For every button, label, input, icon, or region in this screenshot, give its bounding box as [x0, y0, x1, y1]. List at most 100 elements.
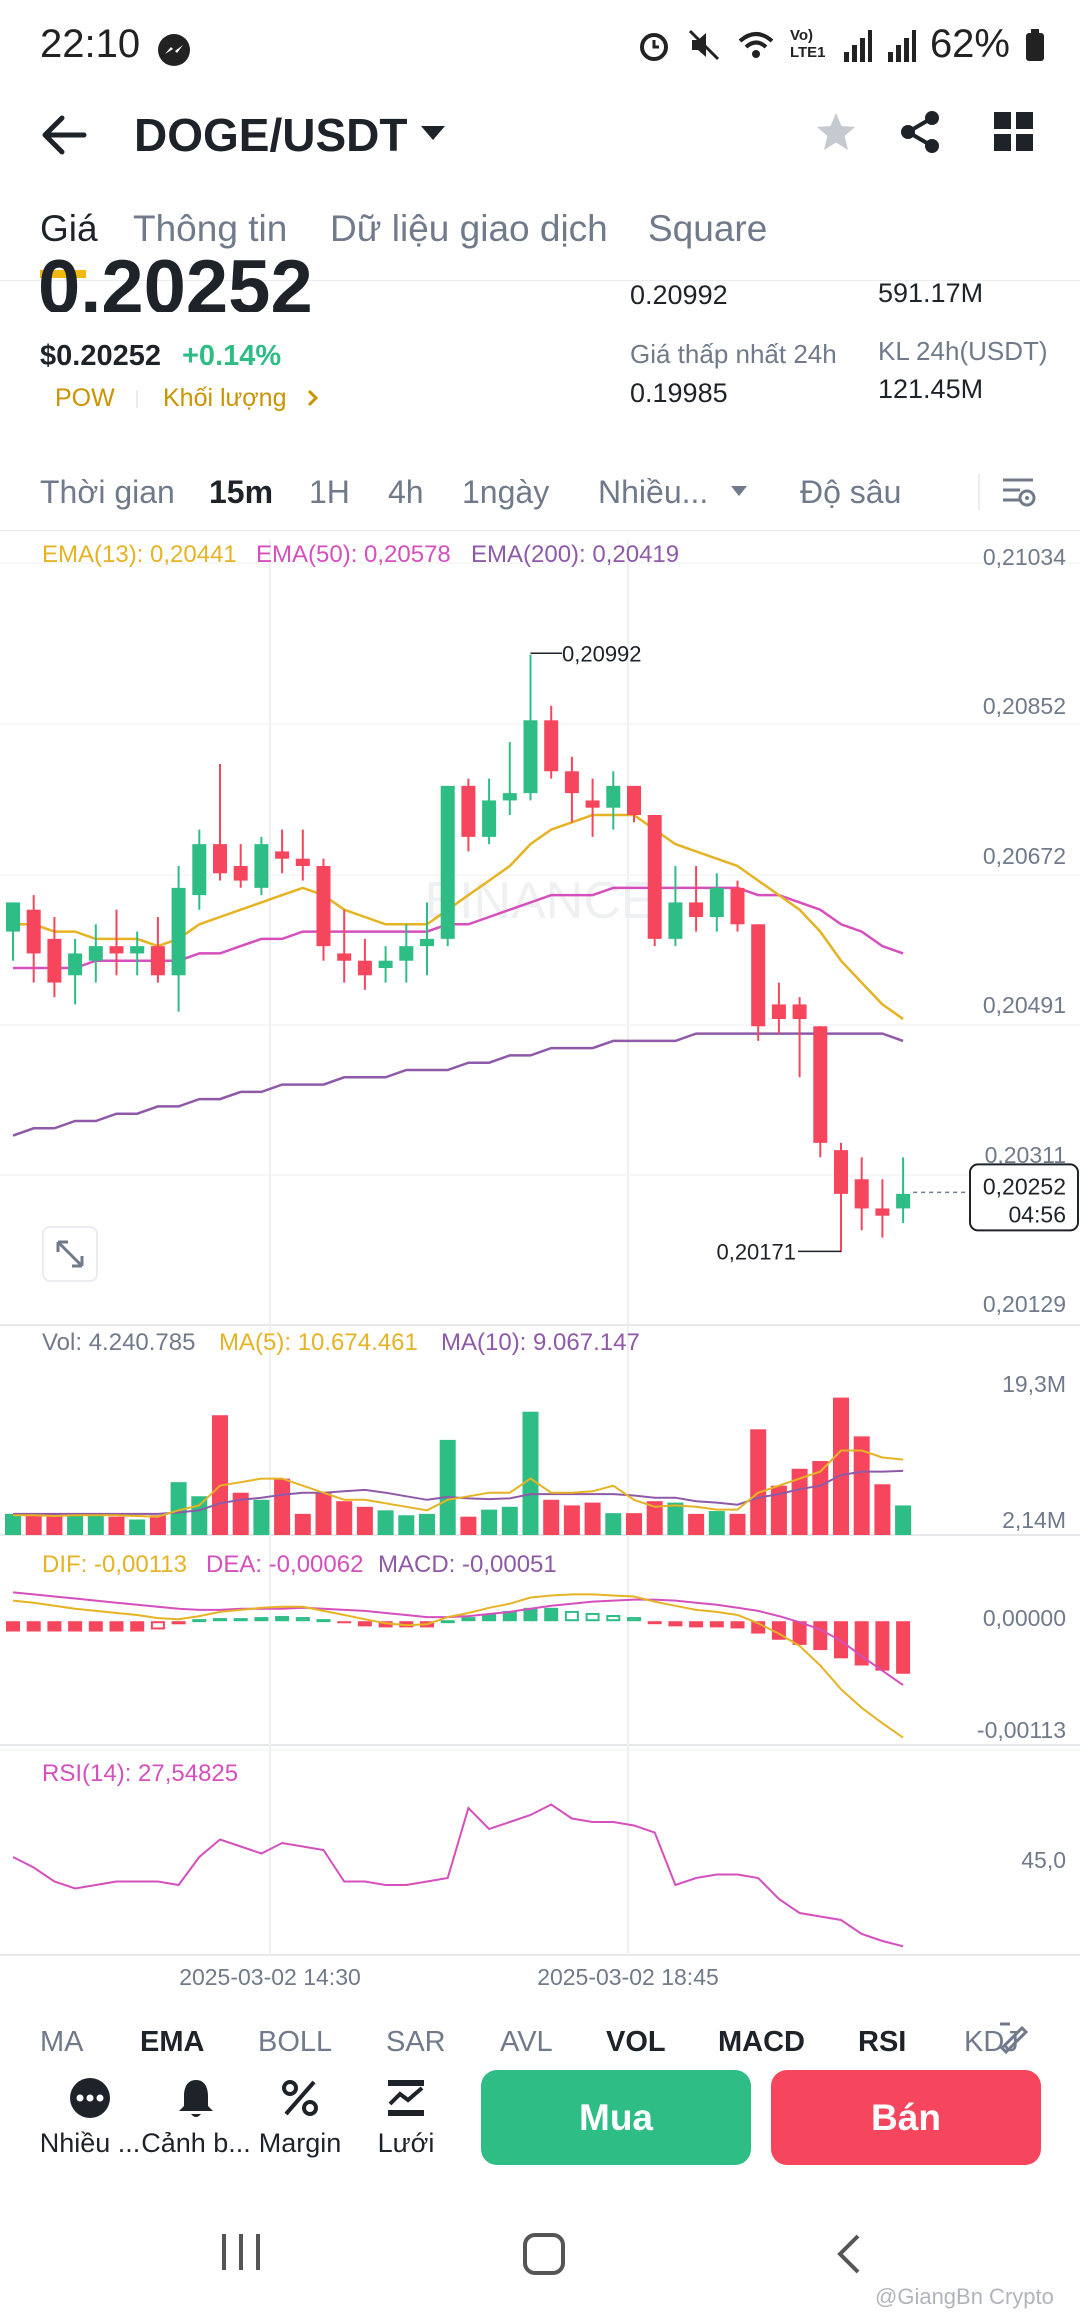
macd-tick-label: -0,00113	[977, 1717, 1066, 1743]
tool-more[interactable]: Nhiều ...	[30, 2076, 150, 2159]
high-marker-label: 0,20992	[562, 641, 642, 666]
macd-tick-label: 0,00000	[983, 1605, 1066, 1631]
candle	[896, 1193, 911, 1209]
wifi-icon	[738, 31, 774, 58]
indicator-boll[interactable]: BOLL	[258, 2026, 333, 2054]
indicator-ema[interactable]: EMA	[140, 2026, 205, 2054]
tag-pow[interactable]: POW	[55, 384, 115, 412]
timeframe-time[interactable]: Thời gian	[40, 474, 175, 510]
volume-bar	[708, 1511, 725, 1535]
volume-bar	[398, 1515, 415, 1535]
timeframe-more[interactable]: Nhiều...	[598, 474, 709, 510]
candle	[689, 902, 704, 917]
indicator-ma[interactable]: MA	[40, 2026, 84, 2054]
alarm-icon	[639, 32, 668, 61]
indicator-vol[interactable]: VOL	[606, 2026, 666, 2054]
macd-bar	[461, 1617, 476, 1622]
candle	[668, 902, 683, 939]
star-icon[interactable]	[814, 110, 858, 154]
macd-bar	[482, 1614, 497, 1622]
macd-bar	[709, 1621, 724, 1628]
timeframe-4h[interactable]: 4h	[388, 474, 424, 510]
settings-icon[interactable]	[1000, 474, 1036, 510]
candle	[378, 960, 393, 968]
tag-volume[interactable]: Khối lượng	[163, 384, 287, 412]
macd-legend: MACD: -0,00051	[378, 1551, 557, 1578]
macd-bar	[130, 1621, 145, 1632]
volume-bar	[605, 1513, 622, 1535]
buy-button[interactable]: Mua	[481, 2070, 751, 2165]
volume-bar	[667, 1502, 684, 1535]
sell-button[interactable]: Bán	[771, 2070, 1041, 2165]
home-icon[interactable]	[522, 2232, 566, 2276]
ma5-legend: MA(5): 10.674.461	[219, 1329, 418, 1356]
tag-separator	[136, 390, 138, 408]
tool-more-label: Nhiều ...	[39, 2128, 141, 2158]
candle	[461, 785, 476, 837]
volume-bar	[129, 1519, 146, 1535]
tool-grid[interactable]: Lưới	[346, 2076, 466, 2159]
volume-bar	[108, 1516, 125, 1535]
volume-bar	[646, 1501, 663, 1535]
bell-icon	[179, 2080, 213, 2117]
candle	[26, 909, 41, 954]
low-marker-label: 0,20171	[716, 1239, 796, 1264]
macd-bar	[875, 1621, 890, 1671]
tab-trading-data[interactable]: Dữ liệu giao dịch	[330, 208, 608, 249]
indicator-edit-icon[interactable]	[996, 2018, 1032, 2054]
candle	[647, 815, 662, 939]
indicator-avl[interactable]: AVL	[500, 2026, 553, 2054]
macd-bar	[585, 1612, 600, 1622]
volume-bar	[377, 1510, 394, 1535]
chart-area[interactable]: BINANCE0,210340,208520,206720,204910,203…	[0, 530, 1080, 1990]
pair-title[interactable]: DOGE/USDT	[134, 109, 408, 161]
candle	[150, 946, 165, 976]
timeframe-sep	[978, 474, 980, 510]
volume-bar	[170, 1482, 187, 1535]
tool-margin[interactable]: Margin	[240, 2076, 360, 2159]
expand-button[interactable]	[42, 1226, 98, 1282]
macd-bar	[544, 1607, 559, 1622]
volume-bar	[812, 1461, 829, 1535]
recent-apps-icon[interactable]	[218, 2232, 264, 2272]
price-usd: $0.20252	[40, 340, 161, 372]
grid-icon[interactable]	[994, 112, 1034, 152]
tab-price[interactable]: Giá	[40, 208, 98, 249]
candle	[482, 800, 497, 837]
high-24h-value: 0.20992	[630, 280, 728, 310]
indicator-rsi[interactable]: RSI	[858, 2026, 907, 2054]
macd-bar	[440, 1620, 455, 1624]
volume-bar	[315, 1492, 332, 1535]
candle	[337, 953, 352, 961]
tool-alert[interactable]: Cảnh b...	[136, 2076, 256, 2159]
volume-bar	[874, 1484, 891, 1535]
candle	[88, 946, 103, 961]
macd-bar	[295, 1617, 310, 1622]
mute-icon	[688, 29, 719, 60]
price-tick-label: 0,20852	[983, 693, 1066, 719]
messenger-icon	[158, 34, 190, 66]
volume-bar	[294, 1513, 311, 1535]
binance-watermark: BINANCE	[424, 872, 655, 930]
tab-square[interactable]: Square	[648, 208, 768, 249]
back-arrow-icon[interactable]	[40, 114, 88, 156]
vol-coin-value: 591.17M	[878, 278, 984, 308]
timeframe-1d[interactable]: 1ngày	[462, 474, 550, 510]
timeframe-depth[interactable]: Độ sâu	[800, 474, 902, 510]
candle	[109, 946, 124, 954]
timeframe-15m[interactable]: 15m	[209, 474, 274, 510]
back-nav-icon[interactable]	[834, 2232, 864, 2276]
share-icon[interactable]	[898, 110, 942, 154]
indicator-macd[interactable]: MACD	[718, 2026, 805, 2054]
volume-bar	[67, 1513, 84, 1535]
tab-divider	[0, 280, 1080, 281]
tab-info[interactable]: Thông tin	[133, 208, 288, 249]
macd-bar	[730, 1621, 745, 1629]
volume-tick-label: 2,14M	[1002, 1507, 1066, 1533]
timeframe-1h[interactable]: 1H	[309, 474, 350, 510]
dropdown-icon[interactable]	[418, 122, 448, 144]
volume-bar	[729, 1513, 746, 1535]
ma10-line	[13, 1469, 904, 1515]
volume-bar	[563, 1505, 580, 1535]
indicator-sar[interactable]: SAR	[386, 2026, 446, 2054]
